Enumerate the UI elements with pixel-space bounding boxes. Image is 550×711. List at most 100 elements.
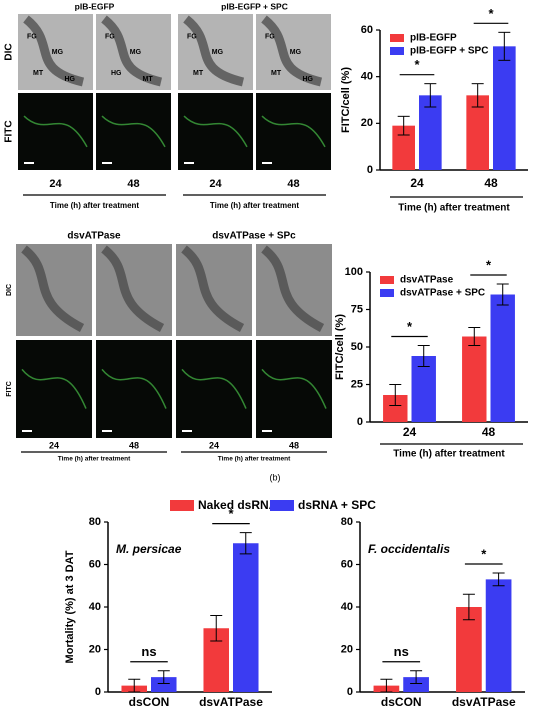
x-tick-label: dsvATPase (199, 695, 263, 709)
fitc-image (96, 340, 172, 438)
fluorescence (101, 115, 166, 148)
y-tick-label: 60 (89, 558, 101, 570)
y-tick-label: 80 (89, 516, 101, 528)
y-axis-label: Mortality (%) at 3 DAT (64, 550, 76, 663)
tissue (101, 245, 165, 332)
significance-label: * (407, 319, 413, 334)
time-label: 48 (289, 440, 299, 450)
legend-label: Naked dsRNA (198, 498, 278, 512)
y-tick-label: 40 (361, 71, 373, 83)
y-tick-label: 60 (341, 558, 353, 570)
bar (233, 543, 259, 692)
legend-label: pIB-EGFP + SPC (410, 46, 488, 57)
y-axis-label: FITC/cell (%) (334, 314, 346, 380)
bar (151, 677, 177, 692)
fitc-image (178, 93, 253, 170)
fluorescence (261, 115, 326, 148)
x-tick-label: dsCON (129, 695, 170, 709)
significance-label: * (414, 57, 420, 72)
tissue (261, 245, 325, 332)
fluorescence (21, 368, 87, 409)
significance-label: ns (141, 644, 156, 659)
time-axis-label: Time (h) after treatment (58, 456, 131, 463)
tissue-label: MT (271, 70, 282, 77)
bar (462, 336, 487, 422)
tissue-label: MT (143, 76, 154, 83)
chart-title: F. occidentalis (368, 542, 450, 556)
time-label: 24 (49, 440, 59, 450)
fitc-image (256, 93, 331, 170)
time-label: 24 (209, 178, 222, 190)
tissue (261, 15, 323, 87)
bar (456, 607, 482, 692)
x-tick-label: dsvATPase (452, 695, 516, 709)
x-tick-label: 48 (482, 425, 496, 439)
error-bar (498, 31, 511, 61)
error-bar (417, 345, 430, 367)
legend-swatch (380, 276, 394, 284)
legend-swatch (380, 289, 394, 297)
time-label: 24 (49, 178, 62, 190)
legend-label: pIB-EGFP (410, 33, 457, 44)
bar (493, 46, 516, 171)
y-tick-label: 20 (89, 643, 101, 655)
x-tick-label: 24 (410, 176, 424, 190)
significance-label: ns (394, 644, 409, 659)
legend-swatch (390, 34, 404, 42)
x-tick-label: 24 (403, 425, 417, 439)
bar (392, 125, 415, 170)
tissue (21, 245, 85, 332)
tissue-label: MT (33, 70, 44, 77)
fitc-image (176, 340, 252, 438)
tissue (101, 15, 163, 87)
tissue-label: FG (265, 34, 275, 41)
group-title: dsvATPase + SPc (212, 231, 296, 242)
row-label: DIC (6, 284, 13, 296)
fluorescence (261, 368, 327, 409)
error-bar (462, 593, 475, 621)
y-tick-label: 80 (341, 516, 353, 528)
error-bar (380, 678, 393, 693)
error-bar (389, 384, 402, 406)
significance-label: * (486, 257, 492, 272)
row-label: DIC (4, 43, 15, 60)
tissue-label: FG (105, 34, 115, 41)
time-label: 48 (129, 440, 139, 450)
y-tick-label: 0 (357, 416, 363, 428)
x-tick-label: dsCON (381, 695, 422, 709)
y-tick-label: 75 (351, 303, 363, 315)
legend-label: dsRNA + SPC (298, 498, 376, 512)
y-tick-label: 0 (95, 686, 101, 698)
error-bar (128, 678, 141, 693)
group-title: pIB-EGFP + SPC (221, 1, 288, 11)
time-label: 48 (287, 178, 299, 190)
tissue-label: HG (303, 76, 314, 83)
error-bar (471, 83, 484, 108)
fluorescence (23, 115, 88, 148)
y-axis-label: FITC/cell (%) (340, 67, 352, 133)
significance-label: * (228, 506, 234, 521)
tissue-label: HG (65, 76, 76, 83)
error-bar (210, 615, 223, 642)
significance-label: * (481, 546, 487, 561)
tissue-label: FG (187, 34, 197, 41)
row-label: FITC (6, 381, 13, 397)
y-tick-label: 20 (361, 117, 373, 129)
error-bar (492, 572, 505, 587)
tissue (23, 15, 85, 87)
legend-swatch (170, 500, 194, 511)
legend-label: dsvATPase (400, 275, 454, 286)
tissue-label: MG (290, 49, 302, 56)
y-tick-label: 25 (351, 378, 363, 390)
y-tick-label: 40 (341, 601, 353, 613)
y-tick-label: 50 (351, 341, 363, 353)
x-tick-label: 48 (484, 176, 498, 190)
error-bar (157, 670, 170, 684)
error-bar (468, 327, 481, 346)
tissue-label: FG (27, 34, 37, 41)
fluorescence (183, 115, 248, 148)
panel-label: (b) (270, 472, 281, 482)
bar (485, 579, 512, 692)
bar (490, 294, 515, 422)
